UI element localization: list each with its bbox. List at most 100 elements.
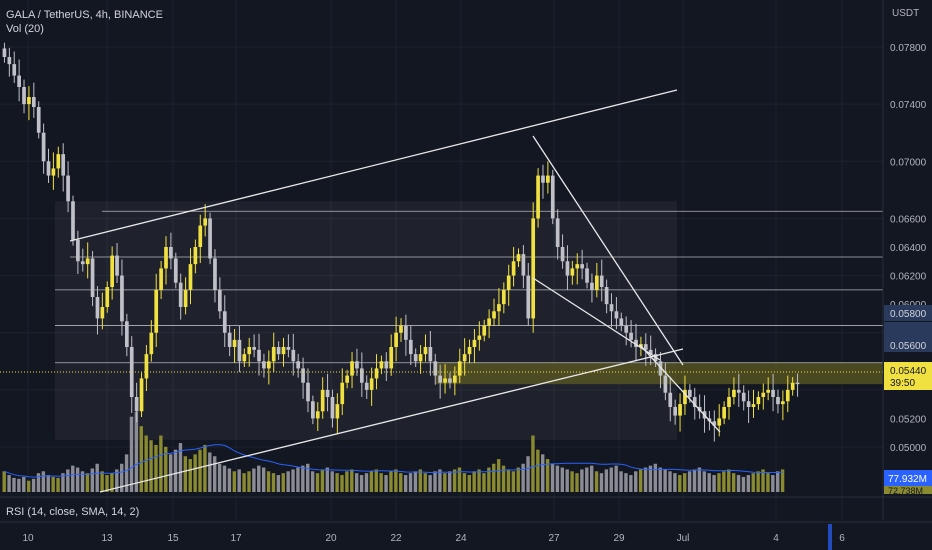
volume-bar xyxy=(2,471,6,492)
volume-bar xyxy=(448,471,452,492)
volume-bar xyxy=(594,471,599,492)
candle-body xyxy=(2,48,7,57)
volume-bar xyxy=(643,467,648,492)
time-tick-label: 17 xyxy=(230,533,242,544)
candle-body xyxy=(712,421,717,426)
candle-body xyxy=(61,154,66,176)
candle-body xyxy=(526,275,531,319)
volume-bar xyxy=(565,469,569,492)
time-tick-label: 10 xyxy=(22,533,34,544)
candle-body xyxy=(487,318,491,326)
candle-body xyxy=(511,261,516,276)
volume-bar xyxy=(541,454,545,492)
candle-body xyxy=(433,361,438,376)
volume-bar xyxy=(213,456,217,492)
time-tick-label: Jul xyxy=(677,533,690,544)
volume-bar xyxy=(394,469,398,492)
candle-body xyxy=(134,397,139,412)
volume-bar xyxy=(609,467,613,492)
price-tick-label: 0.07800 xyxy=(890,43,927,54)
candle-body xyxy=(741,392,746,402)
candle-body xyxy=(453,375,457,383)
candle-body xyxy=(227,332,232,347)
candle-body xyxy=(169,247,173,259)
price-tick-label: 0.05200 xyxy=(890,414,927,425)
candle-body xyxy=(751,404,756,407)
volume-bar xyxy=(531,435,535,492)
candle-body xyxy=(374,368,379,379)
price-label-5600-text: 0.05600 xyxy=(890,341,927,352)
volume-bar xyxy=(227,468,232,492)
candle-body xyxy=(66,175,70,202)
volume-bar xyxy=(413,471,418,492)
candle-body xyxy=(761,392,766,397)
volume-bar xyxy=(105,475,109,492)
volume-badge-text2: 72.738M xyxy=(888,486,923,496)
volume-bar xyxy=(139,426,143,492)
candle-body xyxy=(12,64,17,76)
volume-bar xyxy=(61,473,65,492)
candle-body xyxy=(301,368,305,383)
volume-bar xyxy=(369,471,374,492)
candle-body xyxy=(41,132,46,162)
candle-body xyxy=(785,389,790,402)
candle-body xyxy=(634,339,638,347)
volume-bar xyxy=(467,475,471,492)
candle-body xyxy=(594,275,599,290)
volume-bar xyxy=(687,471,692,492)
volume-bar xyxy=(403,475,408,492)
candle-body xyxy=(159,268,163,290)
candle-body xyxy=(565,261,570,276)
candle-body xyxy=(692,397,697,407)
candle-body xyxy=(536,175,540,219)
candle-body xyxy=(129,347,134,397)
volume-bar xyxy=(75,467,80,492)
candle-body xyxy=(599,275,604,287)
volume-bar xyxy=(624,473,628,492)
volume-bar xyxy=(766,473,770,492)
candle-body xyxy=(7,57,12,65)
candle-body xyxy=(359,368,364,383)
volume-bar xyxy=(271,473,276,492)
rsi-indicator-label[interactable]: RSI (14, close, SMA, 14, 2) xyxy=(6,506,140,518)
candle-body xyxy=(771,389,775,397)
symbol-title[interactable]: GALA / TetherUS, 4h, BINANCE xyxy=(6,9,163,21)
candle-body xyxy=(36,107,41,133)
candle-body xyxy=(756,397,761,405)
volume-bar xyxy=(472,471,476,492)
volume-bar xyxy=(462,473,467,492)
time-scroll-marker[interactable] xyxy=(828,524,832,550)
volume-bar xyxy=(756,471,760,492)
candle-body xyxy=(795,382,800,385)
volume-bar xyxy=(423,473,427,492)
channel-upper-line xyxy=(69,89,678,242)
volume-bar xyxy=(702,471,706,492)
volume-bar xyxy=(232,471,236,492)
candle-body xyxy=(604,287,609,305)
candle-body xyxy=(727,397,731,407)
volume-bar xyxy=(115,469,119,492)
candle-body xyxy=(95,297,100,319)
candle-body xyxy=(144,354,149,379)
volume-bar xyxy=(545,459,550,492)
candle-body xyxy=(614,311,619,319)
volume-bar xyxy=(511,471,516,492)
volume-bar xyxy=(22,476,26,492)
volume-indicator-label[interactable]: Vol (20) xyxy=(6,23,44,35)
volume-bar xyxy=(443,473,447,492)
candle-body xyxy=(139,378,144,412)
volume-bar xyxy=(350,469,354,492)
candle-body xyxy=(541,175,545,183)
volume-bar xyxy=(692,469,697,492)
price-tick-label: 0.06600 xyxy=(890,214,927,225)
volume-badge-text: 77.932M xyxy=(888,474,927,485)
volume-bar xyxy=(678,475,682,492)
pattern-shade xyxy=(55,201,677,440)
volume-bar xyxy=(154,444,158,492)
volume-bar xyxy=(100,471,104,492)
candle-body xyxy=(585,268,589,283)
volume-bar xyxy=(560,467,565,492)
candle-body xyxy=(325,389,330,397)
time-tick-label: 6 xyxy=(839,533,845,544)
